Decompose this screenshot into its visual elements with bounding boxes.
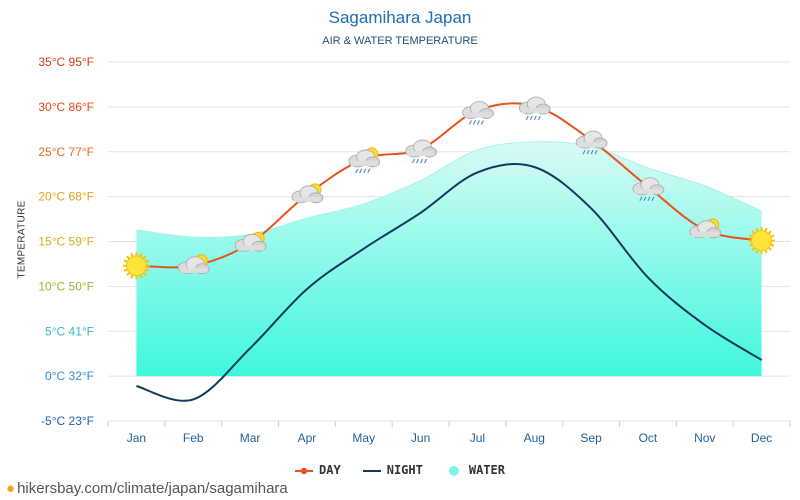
y-tick-label: 35°C 95°F — [38, 55, 94, 69]
x-tick-label: Mar — [240, 431, 261, 445]
weather-icon-sep-rain-cloud-icon — [575, 130, 608, 155]
weather-icon-mar-partly-cloudy-icon — [234, 231, 267, 252]
x-tick-label: Sep — [580, 431, 602, 445]
legend-night-label: NIGHT — [386, 463, 423, 477]
weather-icon-aug-rain-cloud-icon — [518, 96, 551, 121]
night-line-icon — [362, 465, 381, 475]
y-tick-label: 30°C 86°F — [38, 100, 94, 114]
weather-icon-jan-sun-icon — [122, 252, 150, 280]
x-tick-label: Oct — [639, 431, 658, 445]
weather-icon-dec-sun-icon — [748, 227, 776, 255]
legend-item-day[interactable]: DAY — [295, 463, 341, 477]
y-tick-label: 25°C 77°F — [38, 145, 94, 159]
weather-icon-apr-partly-cloudy-icon — [291, 183, 324, 204]
water-area — [136, 141, 762, 377]
legend-water-label: WATER — [468, 463, 505, 477]
water-dot-icon — [445, 465, 463, 476]
y-tick-label: 5°C 41°F — [45, 324, 94, 338]
y-tick-label: 10°C 50°F — [38, 279, 94, 293]
x-tick-label: Jul — [470, 431, 485, 445]
legend-day-label: DAY — [319, 463, 341, 477]
water-line — [136, 141, 762, 238]
x-tick-label: May — [352, 431, 375, 445]
location-pin-icon: ● — [6, 480, 16, 497]
y-tick-label: -5°C 23°F — [41, 414, 94, 428]
x-tick-label: Jun — [411, 431, 430, 445]
source-url: hikersbay.com/climate/japan/sagamihara — [17, 480, 288, 497]
weather-icon-nov-partly-cloudy-icon — [689, 218, 722, 239]
y-tick-label: 20°C 68°F — [38, 190, 94, 204]
source-link[interactable]: ● hikersbay.com/climate/japan/sagamihara — [6, 480, 288, 497]
weather-icon-may-partly-cloudy-rain-icon — [348, 147, 381, 174]
night-line — [136, 163, 763, 402]
x-tick-label: Nov — [694, 431, 715, 445]
y-tick-label: 15°C 59°F — [38, 235, 94, 249]
temperature-chart: 35°C 95°F 30°C 86°F 25°C 77°F 20°C 68°F 15°C… — [38, 55, 791, 445]
legend-item-water[interactable]: WATER — [445, 463, 505, 477]
x-tick-label: Feb — [183, 431, 204, 445]
legend-item-night[interactable]: NIGHT — [362, 463, 423, 477]
x-tick-label: Apr — [298, 431, 317, 445]
weather-icon-feb-partly-cloudy-icon — [177, 254, 210, 275]
weather-icon-jul-rain-cloud-icon — [462, 101, 494, 125]
chart-subtitle: AIR & WATER TEMPERATURE — [322, 35, 478, 47]
y-tick-label: 0°C 32°F — [45, 369, 94, 383]
x-tick-label: Dec — [751, 431, 772, 445]
day-line-icon — [295, 465, 314, 475]
chart-title: Sagamihara Japan — [328, 8, 472, 27]
x-tick-label: Aug — [524, 431, 545, 445]
x-tick-label: Jan — [127, 431, 146, 445]
weather-icon-jun-rain-cloud-icon — [405, 139, 437, 164]
weather-icon-oct-rain-cloud-icon — [632, 177, 665, 202]
legend: DAY NIGHT WATER — [0, 463, 800, 477]
